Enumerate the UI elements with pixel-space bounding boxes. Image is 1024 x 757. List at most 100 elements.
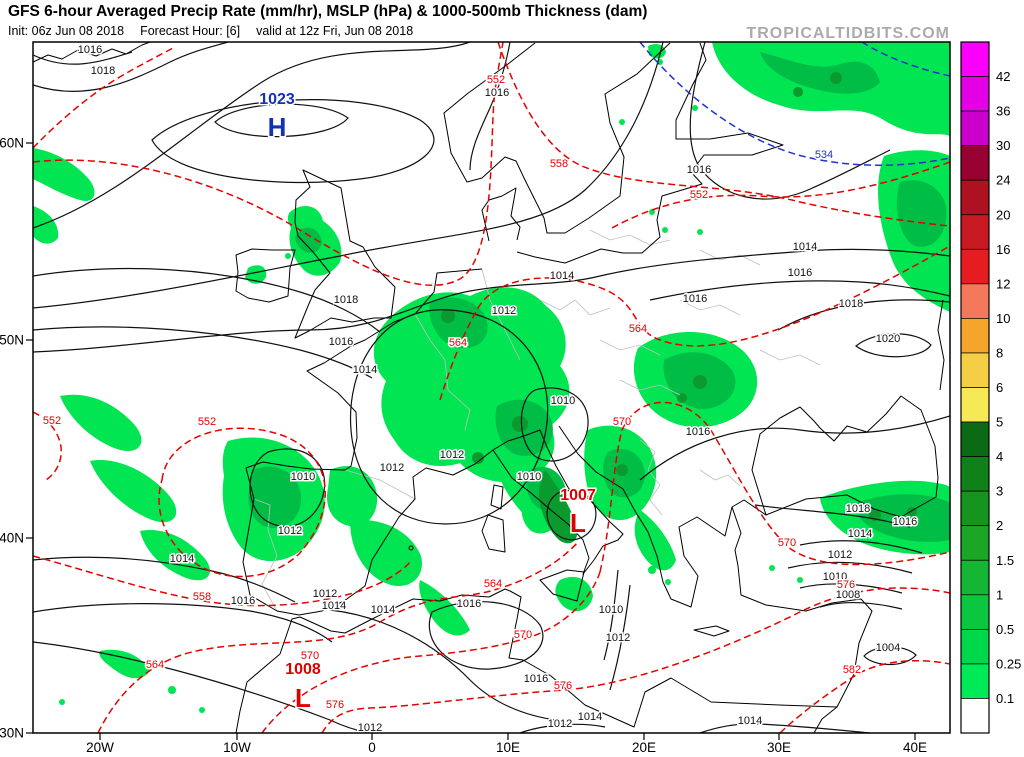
admin-borders-layer-shape	[344, 469, 416, 500]
contour-label-552: 552	[198, 416, 216, 428]
lon-tick-label: 20E	[632, 740, 656, 755]
precip-mid-layer-shape	[248, 466, 302, 528]
contour-label-564: 564	[146, 659, 164, 671]
contour-label-1014: 1014	[578, 711, 602, 723]
lon-tick-label: 40E	[903, 740, 927, 755]
coastlines-layer-shape	[693, 625, 730, 637]
precip-light-layer-shape	[648, 566, 656, 574]
contour-label-576: 576	[554, 680, 572, 692]
mslp-contours-layer-shape	[33, 556, 296, 603]
thickness-contours-red-layer-shape	[611, 161, 950, 229]
coastlines-layer-shape	[516, 42, 784, 264]
admin-borders-layer-shape	[539, 299, 611, 316]
lon-tick-label: 10E	[496, 740, 520, 755]
precip-light-layer-shape	[797, 577, 803, 583]
lat-tick-label: 30N	[0, 726, 24, 741]
pressure-centers-layer: 1023 H 1007 L 1008 L	[258, 90, 598, 715]
contour-label-564: 564	[449, 337, 467, 349]
mslp-contours-layer-shape	[787, 561, 913, 574]
colorbar-tick-label: 0.25	[996, 656, 1021, 671]
colorbar-tick-label: 24	[996, 173, 1010, 188]
mslp-contours-layer-shape	[469, 42, 511, 171]
thickness-contours-red-layer-shape	[33, 411, 62, 481]
precip-light-layer-shape	[769, 565, 775, 571]
thickness-contours-red-layer-shape	[779, 659, 950, 733]
contour-label-552: 552	[487, 74, 505, 86]
contour-label-1004: 1004	[876, 642, 900, 654]
contour-label-1014: 1014	[371, 604, 395, 616]
contour-label-1010: 1010	[823, 571, 847, 583]
contour-label-1014: 1014	[738, 715, 762, 727]
contour-label-1012: 1012	[606, 632, 630, 644]
colorbar-segment	[960, 248, 990, 285]
mslp-contours-layer-shape	[33, 42, 229, 92]
thickness-contours-red-layer-shape	[33, 46, 176, 149]
admin-borders-layer	[253, 229, 821, 612]
colorbar-tick-label: 20	[996, 207, 1010, 222]
colorbar-tick-label: 16	[996, 242, 1010, 257]
thickness-contours-red-layer-shape	[158, 427, 326, 578]
precip-light-layer-shape	[285, 253, 291, 259]
lat-tick-label: 50N	[0, 333, 24, 348]
map-frame	[32, 41, 951, 734]
thickness-contours-red-layer-shape	[33, 42, 504, 286]
colorbar-segment	[960, 456, 990, 492]
thickness-contours-blue-layer-shape	[639, 42, 950, 167]
contour-label-1014: 1014	[550, 270, 574, 282]
coastlines-layer-shape	[539, 569, 585, 602]
precip-light-layer-shape	[665, 579, 671, 585]
map-subtitle: Init: 06z Jun 08 2018 Forecast Hour: [6] v…	[8, 24, 429, 38]
precip-light-layer-shape	[692, 105, 698, 111]
precip-mid-layer-shape	[856, 494, 950, 543]
colorbar-segment	[960, 525, 990, 561]
colorbar-segment	[960, 214, 990, 250]
contour-label-1012: 1012	[440, 449, 464, 461]
lon-tick-label: 20W	[86, 740, 114, 755]
contour-label-1010: 1010	[291, 471, 315, 483]
precip-dark-layer-shape	[793, 87, 803, 97]
precip-light-layer-shape	[245, 265, 267, 284]
contour-label-1012: 1012	[548, 718, 572, 730]
colorbar-segment	[960, 283, 990, 319]
coastlines-layer-shape	[481, 514, 506, 553]
mslp-contours-layer-shape	[699, 723, 871, 733]
precip-light-layer-shape	[619, 119, 625, 125]
contour-label-1014: 1014	[170, 553, 194, 565]
admin-borders-layer-shape	[679, 299, 741, 316]
precip-light-layer-shape	[350, 520, 422, 587]
precip-light-layer-shape	[634, 510, 676, 571]
precip-dark-layer-shape	[693, 375, 707, 389]
precip-light-layer-shape	[649, 209, 655, 215]
mslp-contours-layer-shape	[519, 723, 606, 733]
colorbar-tick-label: 1.5	[996, 553, 1014, 568]
mslp-contours-layer-shape	[151, 99, 435, 184]
precip-dark-layer-shape	[677, 393, 687, 403]
contour-label-1018: 1018	[846, 503, 870, 515]
precip-light-layer-shape	[140, 530, 210, 581]
pressure-center-L: L	[295, 683, 311, 713]
precip-light-layer-shape	[99, 649, 150, 679]
colorbar-segment	[960, 490, 990, 527]
admin-borders-layer-shape	[599, 339, 661, 356]
precip-dark-layer-shape	[512, 416, 528, 432]
contour-label-564: 564	[629, 323, 647, 335]
pressure-center-value: 1007	[560, 487, 596, 504]
mslp-contours-layer-shape	[428, 601, 544, 670]
contour-label-1016: 1016	[683, 293, 707, 305]
colorbar-tick-label: 12	[996, 276, 1010, 291]
contour-label-1012: 1012	[492, 305, 516, 317]
mslp-contours-layer-shape	[546, 490, 597, 541]
colorbar-segment	[960, 663, 990, 699]
axis-ticks-layer: 60N 50N 40N 30N 20W 10W 0 10E 20E 30E 40E	[0, 136, 927, 756]
pressure-center-L: L	[570, 508, 586, 538]
valid-time: valid at 12z Fri, Jun 08 2018	[256, 24, 414, 38]
admin-borders-layer-shape	[699, 469, 741, 487]
forecast-hour: Forecast Hour: [6]	[140, 24, 241, 38]
colorbar-tick-label: 0.5	[996, 622, 1014, 637]
contour-label-1018: 1018	[91, 65, 115, 77]
coastlines-layer-shape	[408, 545, 414, 551]
precip-dark-layer-shape	[830, 72, 842, 84]
thickness-contours-red-layer	[33, 42, 950, 733]
